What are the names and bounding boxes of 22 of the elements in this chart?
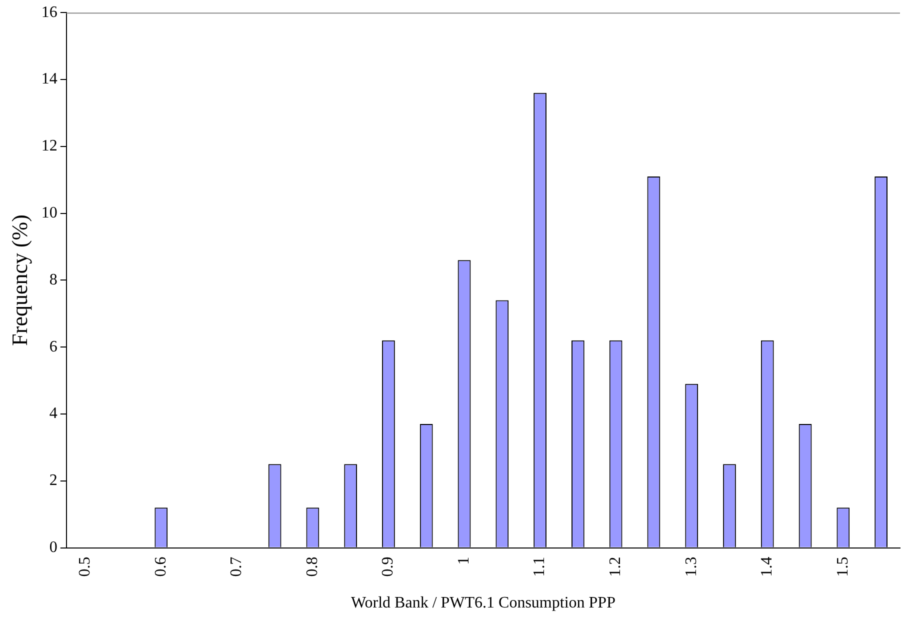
y-tick-label: 16 — [41, 4, 58, 21]
y-tick-label: 14 — [41, 70, 58, 88]
y-tick-label: 12 — [41, 138, 58, 155]
y-tick-label: 8 — [49, 271, 58, 288]
x-tick-label: 0.7 — [228, 556, 246, 577]
y-tick-label: 6 — [49, 338, 58, 356]
x-tick-label: 1.5 — [834, 556, 852, 577]
y-tick-label: 4 — [49, 405, 58, 422]
x-tick-label: 1.1 — [531, 556, 548, 577]
x-tick-label: 1 — [455, 556, 472, 565]
y-tick-label: 10 — [41, 204, 58, 222]
x-tick-label: 1.3 — [682, 556, 700, 577]
x-tick-label: 1.4 — [758, 556, 776, 577]
x-axis-title: World Bank / PWT6.1 Consumption PPP — [350, 594, 616, 612]
y-tick-label: 0 — [49, 539, 58, 556]
x-tick-label: 0.8 — [304, 556, 321, 577]
y-tick-label: 2 — [49, 472, 58, 490]
x-tick-label: 0.5 — [76, 556, 94, 577]
y-axis-title: Frequency (%) — [6, 214, 32, 346]
x-tick-label: 0.9 — [380, 556, 397, 577]
x-tick-label: 0.6 — [152, 556, 170, 577]
x-tick-label: 1.2 — [607, 556, 624, 577]
